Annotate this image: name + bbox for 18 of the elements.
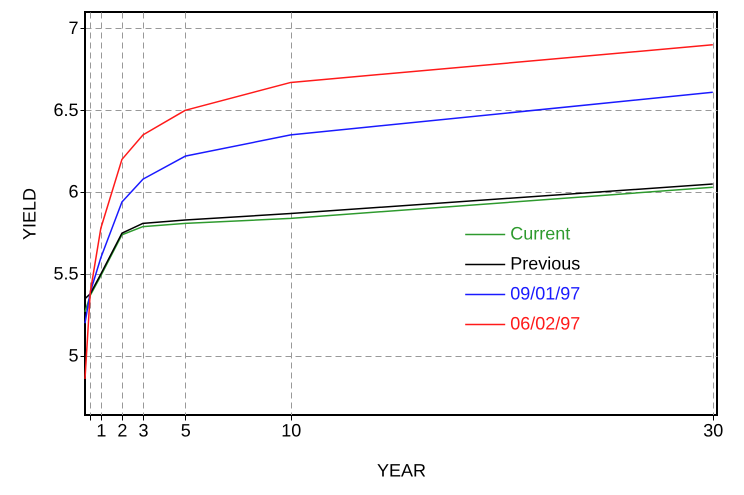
legend-label: Previous bbox=[510, 254, 580, 274]
y-axis-title: YIELD bbox=[19, 188, 40, 240]
y-tick-label: 6 bbox=[68, 182, 78, 202]
x-tick-label: 1 bbox=[96, 420, 106, 440]
y-tick-label: 5.5 bbox=[53, 264, 78, 284]
x-tick-label: 2 bbox=[117, 420, 128, 440]
legend-label: 09/01/97 bbox=[510, 284, 580, 304]
legend-label: 06/02/97 bbox=[510, 314, 580, 334]
x-tick-label: 3 bbox=[138, 420, 149, 440]
y-tick-label: 6.5 bbox=[53, 100, 78, 120]
line-series bbox=[84, 44, 714, 380]
x-axis-title: YEAR bbox=[376, 460, 426, 480]
y-tick-label: 7 bbox=[68, 18, 78, 38]
x-tick-label: 30 bbox=[703, 420, 724, 440]
legend-label: Current bbox=[510, 224, 570, 244]
x-tick-label: 5 bbox=[180, 420, 191, 440]
x-tick-label: 10 bbox=[281, 420, 302, 440]
y-tick-label: 5 bbox=[68, 346, 78, 366]
